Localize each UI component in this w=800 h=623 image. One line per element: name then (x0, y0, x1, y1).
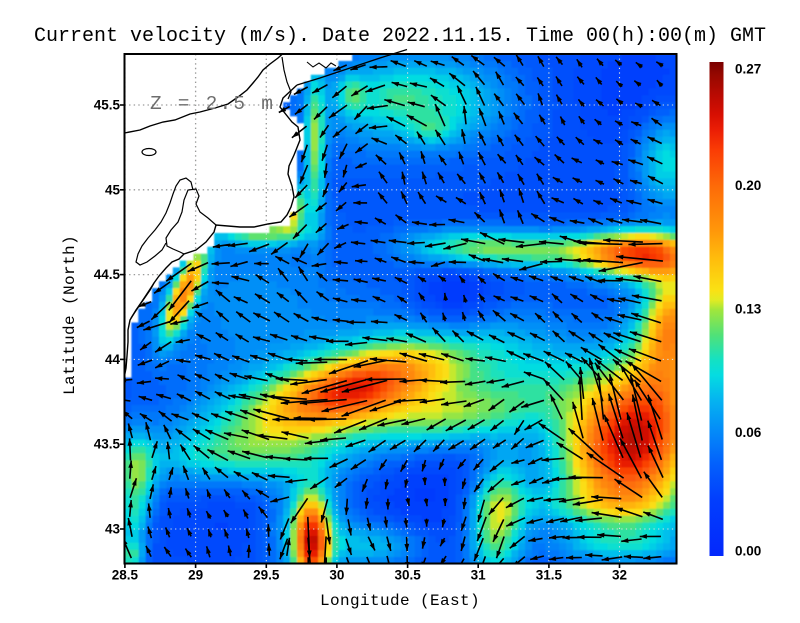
svg-text:43.5: 43.5 (94, 437, 121, 452)
svg-text:0.13: 0.13 (735, 302, 762, 317)
svg-text:32: 32 (612, 568, 627, 583)
svg-text:28.5: 28.5 (112, 568, 139, 583)
svg-text:45: 45 (105, 182, 121, 197)
svg-text:0.06: 0.06 (735, 425, 762, 440)
svg-text:29: 29 (188, 568, 203, 583)
svg-text:Latitude (North): Latitude (North) (61, 235, 79, 395)
svg-text:Current velocity (m/s). Date 2: Current velocity (m/s). Date 2022.11.15.… (34, 25, 766, 48)
svg-text:29.5: 29.5 (253, 568, 280, 583)
svg-text:43: 43 (105, 522, 121, 537)
svg-text:0.20: 0.20 (735, 178, 761, 193)
svg-text:30.5: 30.5 (394, 568, 421, 583)
svg-text:31.5: 31.5 (536, 568, 563, 583)
svg-text:0.27: 0.27 (735, 62, 761, 77)
svg-text:0.00: 0.00 (735, 544, 761, 559)
svg-text:44.5: 44.5 (94, 267, 121, 282)
svg-text:Z = 2.5 m: Z = 2.5 m (150, 93, 275, 115)
svg-text:Longitude (East): Longitude (East) (320, 592, 480, 610)
svg-text:30: 30 (329, 568, 344, 583)
svg-text:45.5: 45.5 (94, 98, 121, 113)
svg-text:44: 44 (105, 352, 121, 367)
svg-text:31: 31 (471, 568, 487, 583)
